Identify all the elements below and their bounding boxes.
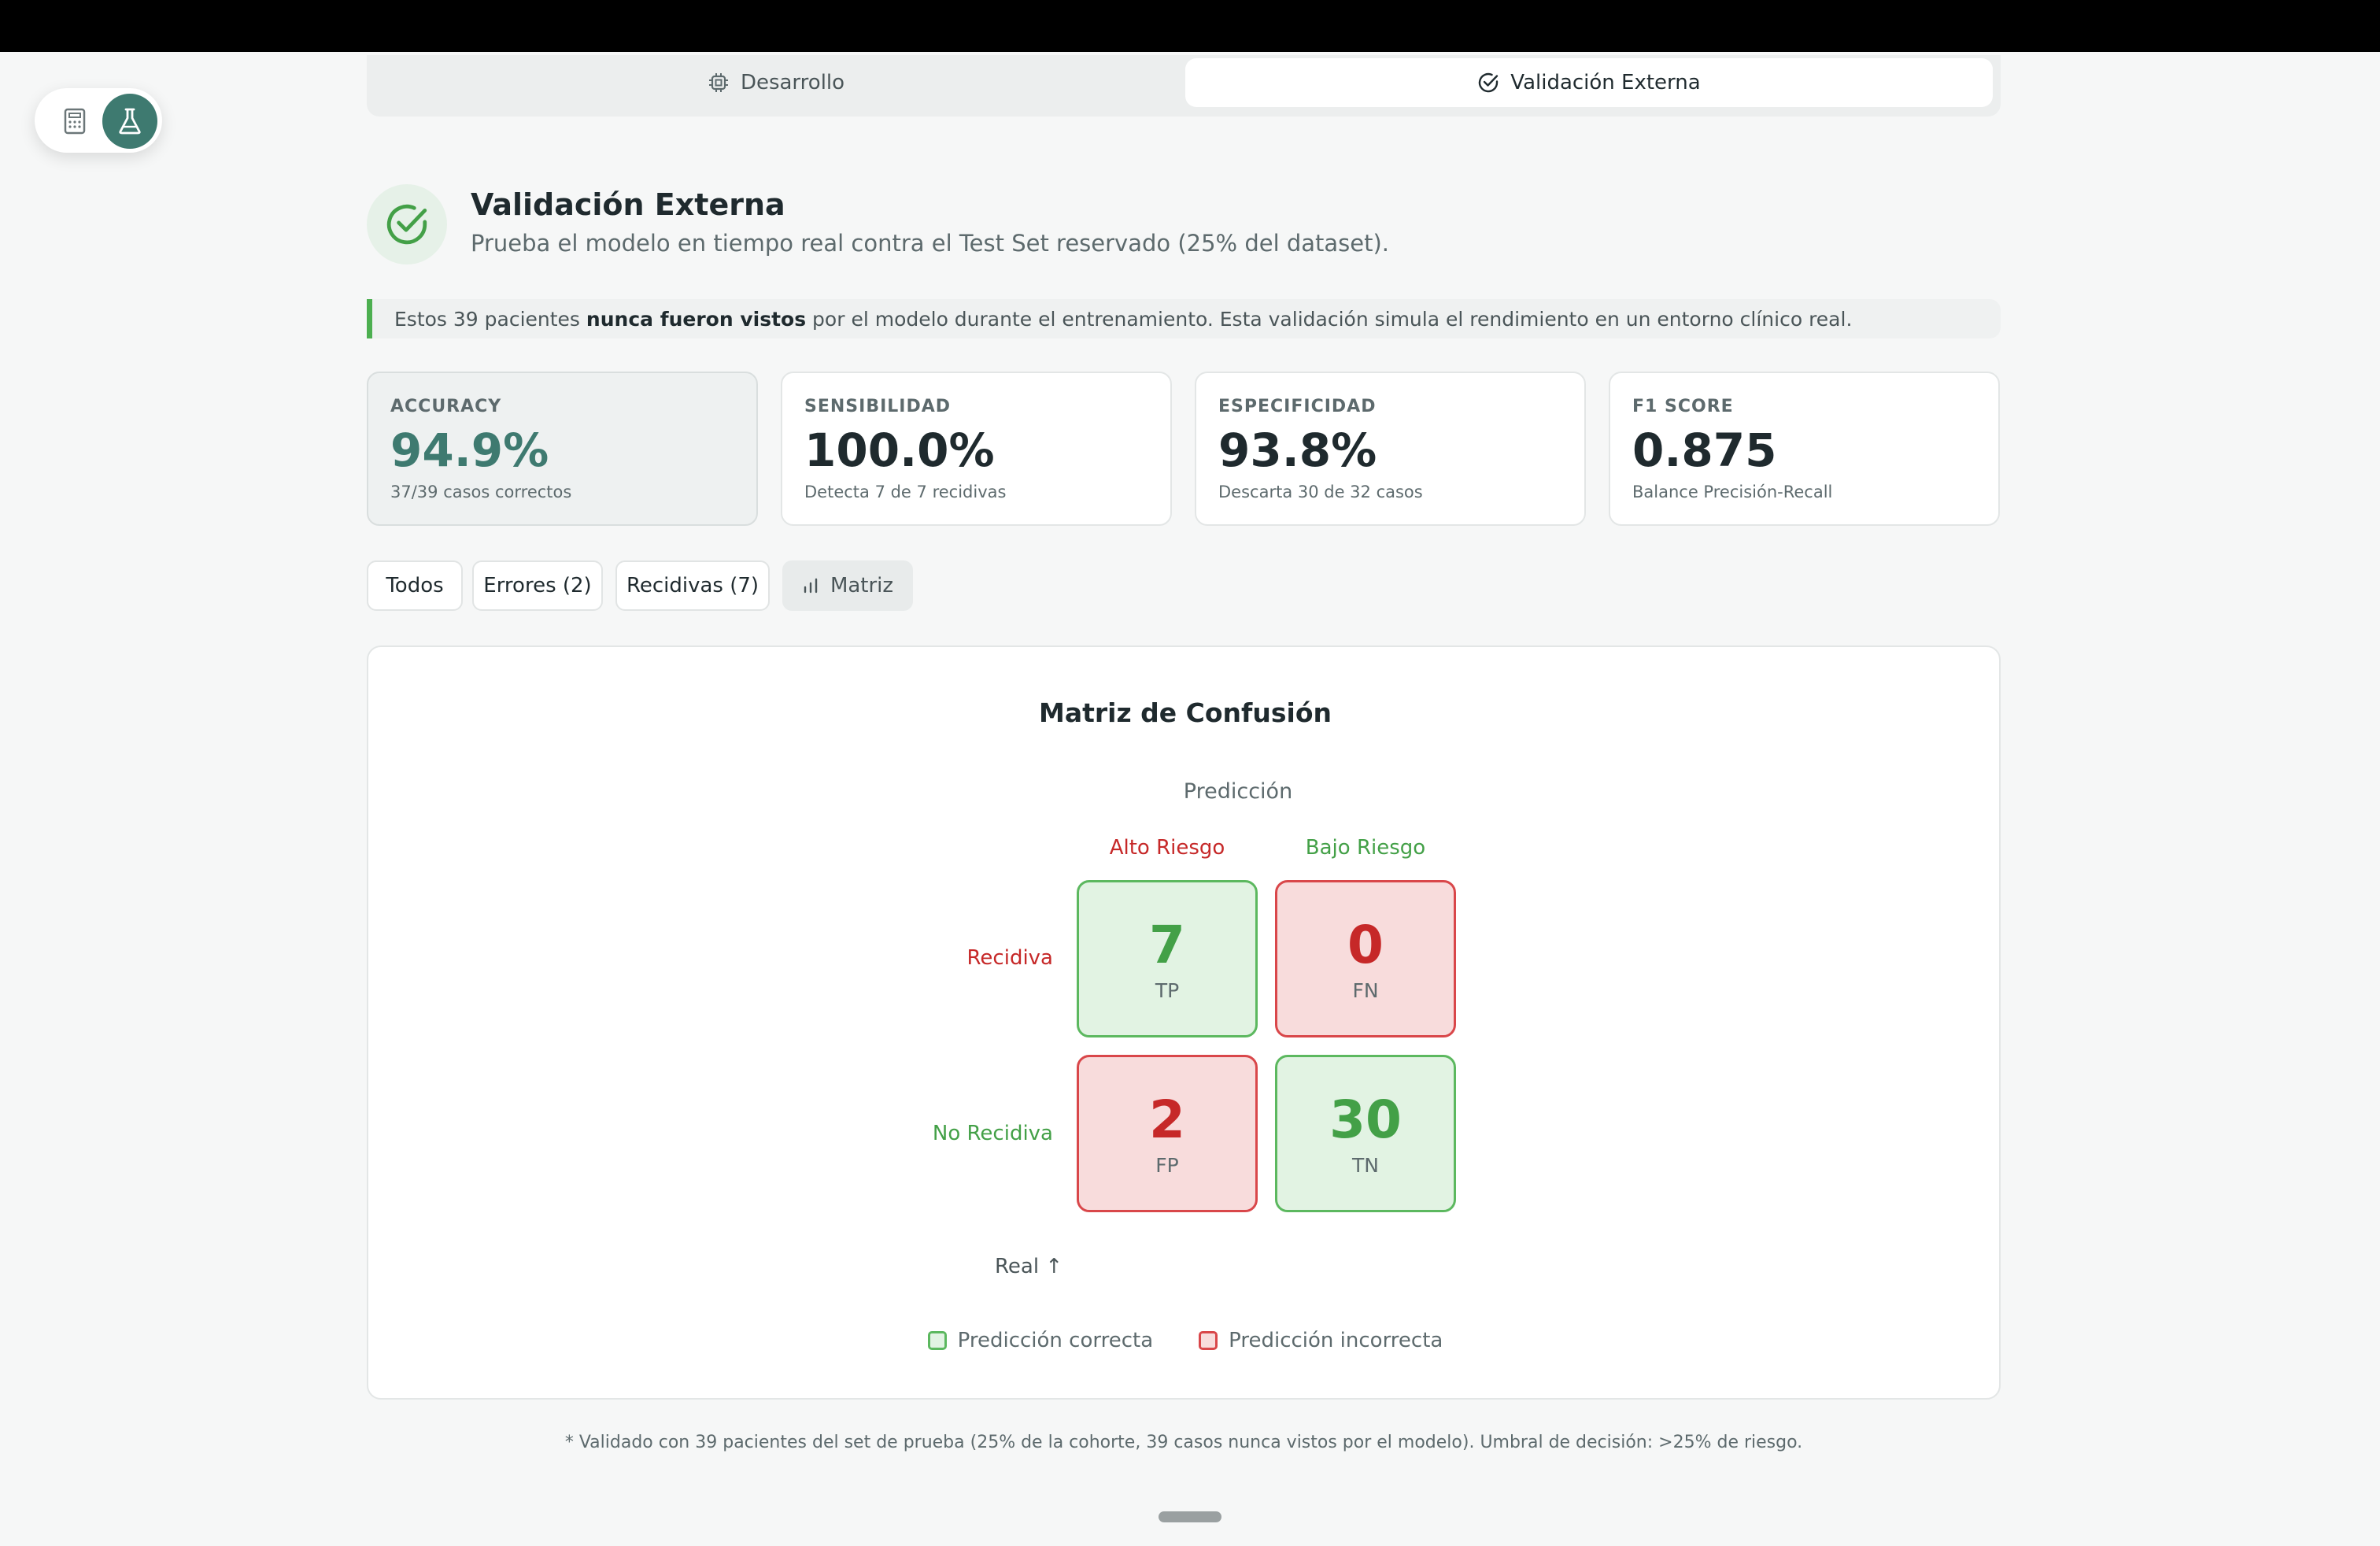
page-subtitle: Prueba el modelo en tiempo real contra e…: [471, 230, 1390, 257]
cell-code: TP: [1155, 978, 1180, 1002]
home-indicator[interactable]: [1159, 1511, 1221, 1522]
legend-item-incorrect: Predicción incorrecta: [1199, 1329, 1443, 1352]
metric-note: Detecta 7 de 7 recidivas: [804, 483, 1007, 501]
lab-button[interactable]: [102, 94, 157, 149]
legend-label-incorrect: Predicción incorrecta: [1229, 1329, 1443, 1352]
cell-code: FP: [1155, 1153, 1179, 1177]
column-header-bajo-riesgo: Bajo Riesgo: [1305, 836, 1426, 860]
flask-icon: [119, 108, 141, 135]
metric-value: 0.875: [1632, 423, 1777, 477]
tab-validacion-externa[interactable]: Validación Externa: [1185, 58, 1993, 107]
legend-label-correct: Predicción correcta: [957, 1329, 1154, 1352]
legend-item-correct: Predicción correcta: [927, 1329, 1154, 1352]
column-header-alto-riesgo: Alto Riesgo: [1109, 836, 1225, 860]
metric-label: ACCURACY: [390, 397, 502, 416]
metric-label: ESPECIFICIDAD: [1218, 397, 1377, 416]
matrix-cell-tn: 30 TN: [1275, 1055, 1456, 1212]
metric-label: SENSIBILIDAD: [804, 397, 952, 416]
filter-matriz-label: Matriz: [830, 574, 894, 597]
real-axis-label: Real ↑: [995, 1255, 1063, 1278]
banner-text-start: Estos 39 pacientes: [394, 307, 586, 331]
cell-code: TN: [1352, 1153, 1379, 1177]
footnote: * Validado con 39 pacientes del set de p…: [564, 1433, 1803, 1452]
cell-code: FN: [1352, 978, 1379, 1002]
legend-swatch-correct: [927, 1331, 947, 1350]
metric-note: Descarta 30 de 32 casos: [1218, 483, 1423, 501]
cell-value: 2: [1149, 1089, 1185, 1150]
cpu-icon: [708, 73, 728, 92]
calculator-icon: [64, 108, 86, 135]
check-circle-icon: [1479, 72, 1499, 93]
view-tabs: Desarrollo Validación Externa: [367, 55, 2001, 117]
prediction-axis-label: Predicción: [1183, 779, 1293, 804]
metric-card-f1-score: F1 SCORE 0.875 Balance Precisión-Recall: [1609, 372, 2000, 526]
calculator-button[interactable]: [47, 94, 102, 149]
confusion-matrix-panel: Matriz de Confusión Predicción Alto Ries…: [367, 645, 2001, 1400]
banner-text-end: por el modelo durante el entrenamiento. …: [806, 307, 1853, 331]
cell-value: 30: [1329, 1089, 1402, 1150]
tool-switcher: [35, 88, 162, 153]
tab-desarrollo[interactable]: Desarrollo: [367, 58, 1185, 107]
metric-note: 37/39 casos correctos: [390, 483, 572, 501]
matrix-title: Matriz de Confusión: [1038, 697, 1332, 728]
metric-card-sensibilidad: SENSIBILIDAD 100.0% Detecta 7 de 7 recid…: [781, 372, 1172, 526]
row-header-recidiva: Recidiva: [966, 946, 1053, 970]
metric-note: Balance Precisión-Recall: [1632, 483, 1833, 501]
row-header-no-recidiva: No Recidiva: [932, 1122, 1053, 1145]
metric-value: 93.8%: [1218, 423, 1377, 477]
filter-recidivas-button[interactable]: Recidivas (7): [615, 560, 770, 611]
filter-todos-button[interactable]: Todos: [367, 560, 463, 611]
cell-value: 0: [1347, 914, 1384, 975]
validation-badge: [367, 184, 447, 264]
metric-label: F1 SCORE: [1632, 397, 1734, 416]
info-banner: Estos 39 pacientes nunca fueron vistos p…: [367, 299, 2001, 338]
page-title: Validación Externa: [471, 187, 785, 222]
tab-validacion-label: Validación Externa: [1510, 71, 1701, 94]
matrix-cell-tp: 7 TP: [1077, 880, 1258, 1037]
matrix-cell-fp: 2 FP: [1077, 1055, 1258, 1212]
metric-card-accuracy: ACCURACY 94.9% 37/39 casos correctos: [367, 372, 758, 526]
bar-chart-icon: [804, 578, 818, 594]
metric-value: 100.0%: [804, 423, 995, 477]
matrix-legend: Predicción correcta Predicción incorrect…: [368, 1329, 2002, 1352]
banner-text-bold: nunca fueron vistos: [586, 307, 807, 331]
legend-swatch-incorrect: [1199, 1331, 1218, 1350]
system-top-bar: [0, 0, 2380, 52]
filter-matriz-button[interactable]: Matriz: [782, 560, 913, 611]
metric-card-especificidad: ESPECIFICIDAD 93.8% Descarta 30 de 32 ca…: [1195, 372, 1586, 526]
metric-value: 94.9%: [390, 423, 549, 477]
check-circle-icon: [386, 204, 427, 245]
filter-errores-button[interactable]: Errores (2): [472, 560, 603, 611]
tab-desarrollo-label: Desarrollo: [740, 71, 845, 94]
cell-value: 7: [1149, 914, 1185, 975]
matrix-cell-fn: 0 FN: [1275, 880, 1456, 1037]
